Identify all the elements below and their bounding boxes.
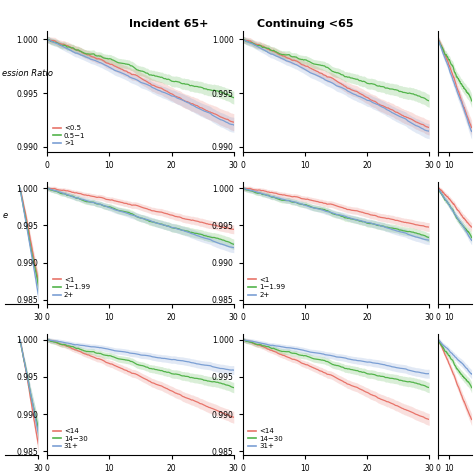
Legend: <14, 14−30, 31+: <14, 14−30, 31+ bbox=[246, 426, 285, 452]
Legend: <0.5, 0.5−1, >1: <0.5, 0.5−1, >1 bbox=[51, 123, 87, 148]
Text: e: e bbox=[2, 211, 8, 220]
Text: Incident 65+: Incident 65+ bbox=[128, 19, 208, 29]
Text: Continuing <65: Continuing <65 bbox=[257, 19, 354, 29]
Legend: <14, 14−30, 31+: <14, 14−30, 31+ bbox=[51, 426, 90, 452]
Legend: <1, 1−1.99, 2+: <1, 1−1.99, 2+ bbox=[51, 274, 92, 300]
Text: ession Ratio: ession Ratio bbox=[2, 69, 54, 78]
Legend: <1, 1−1.99, 2+: <1, 1−1.99, 2+ bbox=[246, 274, 287, 300]
